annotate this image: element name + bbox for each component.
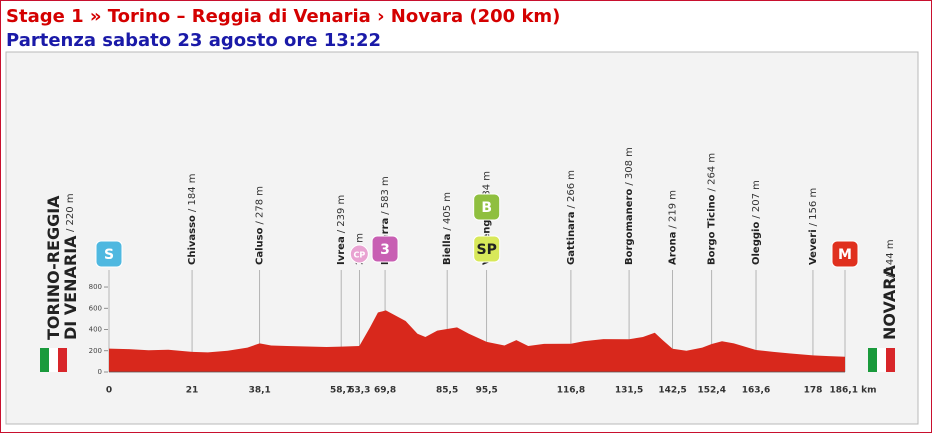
place-name: Borgo Ticino [707, 194, 718, 265]
place-altitude: / 308 m [624, 147, 635, 186]
endpoint-name: NOVARA [880, 264, 899, 340]
elevation-area [109, 310, 845, 372]
page-subtitle: Partenza sabato 23 agosto ore 13:22 [6, 30, 382, 51]
place-name: Borgomanero [624, 189, 635, 265]
place-label: Biella / 405 m [442, 192, 453, 265]
badge [473, 235, 501, 263]
place-label: Gattinara / 266 m [566, 170, 577, 265]
badge [95, 240, 123, 268]
place-label: Ivrea / 239 m [336, 195, 347, 265]
place-altitude: / 239 m [336, 195, 347, 234]
x-tick-label: 163,6 [742, 386, 770, 396]
x-tick-label: 186,1 km [830, 386, 877, 396]
endpoint-label: TORINO-REGGIADI VENARIA [44, 195, 80, 340]
badge-label: S [104, 247, 114, 263]
place-label: Arona / 219 m [668, 190, 679, 265]
endpoint-label: NOVARA [880, 264, 899, 340]
y-tick-label: 400 [89, 326, 102, 334]
place-label: Oleggio / 207 m [751, 180, 762, 265]
x-tick-label: 131,5 [615, 386, 643, 396]
badge-label: CP [353, 251, 365, 260]
place-altitude: / 156 m [808, 188, 819, 227]
place-name: Chivasso [187, 215, 198, 265]
place-altitude: / 583 m [380, 176, 391, 215]
y-tick-label: 0 [98, 368, 102, 376]
place-label: Borgo Ticino / 264 m [707, 153, 718, 265]
badge [473, 193, 501, 221]
x-tick-label: 95,5 [476, 386, 498, 396]
place-name: Ivrea [336, 236, 347, 265]
page-title: Stage 1 » Torino – Reggia di Venaria › N… [6, 6, 561, 27]
place-label: Borgomanero / 308 m [624, 147, 635, 265]
place-label: Veveri / 156 m [808, 188, 819, 265]
badge-label: SP [477, 242, 497, 258]
x-tick-label: 69,8 [374, 386, 396, 396]
flag-left [40, 348, 67, 372]
place-altitude: / 405 m [442, 192, 453, 231]
endpoint-name: DI VENARIA [61, 235, 80, 340]
endpoint-name: TORINO-REGGIA [44, 195, 63, 340]
y-tick-label: 200 [89, 347, 102, 355]
place-label: Chivasso / 184 m [187, 174, 198, 266]
place-name: Biella [442, 234, 453, 265]
place-altitude: / 278 m [255, 186, 266, 225]
place-name: Oleggio [751, 222, 762, 265]
place-altitude: / 264 m [707, 153, 718, 192]
badge [371, 235, 399, 263]
endpoint-altitude: / 220 m [65, 193, 76, 232]
x-tick-label: 63,3 [348, 386, 370, 396]
x-tick-label: 58,7 [330, 386, 352, 396]
x-tick-label: 152,4 [697, 386, 725, 396]
x-tick-label: 116,8 [557, 386, 585, 396]
x-tick-label: 85,5 [436, 386, 458, 396]
place-altitude: / 219 m [668, 190, 679, 229]
place-label: Caluso / 278 m [255, 186, 266, 265]
endpoint-altitude: / 144 m [885, 239, 896, 278]
y-tick-label: 600 [89, 304, 102, 312]
place-name: Arona [668, 232, 679, 265]
y-tick-label: 800 [89, 283, 102, 291]
x-tick-label: 38,1 [249, 386, 271, 396]
x-tick-label: 178 [804, 386, 823, 396]
x-tick-label: 21 [186, 386, 199, 396]
badge [349, 244, 369, 264]
place-name: Veveri [808, 229, 819, 265]
badge-label: M [838, 247, 852, 263]
flag-right [868, 348, 895, 372]
place-name: Caluso [255, 227, 266, 265]
x-tick-label: 0 [106, 386, 112, 396]
place-altitude: / 266 m [566, 170, 577, 209]
place-altitude: / 284 m [482, 171, 493, 210]
place-altitude: / 184 m [187, 174, 198, 213]
badge-label: 3 [380, 242, 390, 258]
x-tick-label: 142,5 [658, 386, 686, 396]
place-name: Gattinara [566, 212, 577, 266]
badge [831, 240, 859, 268]
badge-label: B [481, 200, 492, 216]
place-altitude: / 207 m [751, 180, 762, 219]
